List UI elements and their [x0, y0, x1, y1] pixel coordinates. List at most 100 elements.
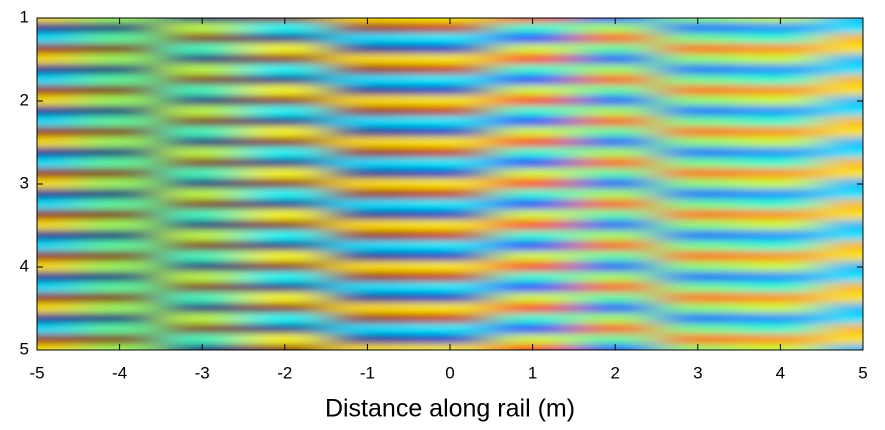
heatmap-cell [821, 219, 863, 232]
heatmap-cell [408, 167, 492, 180]
heatmap-cell [77, 240, 162, 252]
heatmap-cell [325, 167, 410, 180]
heatmap-cell [77, 209, 162, 221]
heatmap-cell [325, 53, 410, 66]
heatmap-cell [490, 74, 575, 86]
heatmap-cell [77, 302, 162, 315]
heatmap-cell [325, 43, 410, 55]
y-tick-label: 5 [20, 339, 29, 358]
heatmap-cell [160, 333, 244, 346]
heatmap-cell [325, 188, 410, 201]
x-tick-label: 3 [693, 363, 702, 382]
heatmap-cell [408, 126, 492, 138]
heatmap-cell [243, 74, 327, 86]
heatmap-cell [77, 271, 162, 284]
heatmap-cell [160, 105, 244, 118]
heatmap-cell [573, 188, 657, 201]
heatmap-cell [243, 53, 327, 66]
heatmap-cell [573, 84, 657, 97]
heatmap-cell [821, 105, 863, 118]
heatmap-cell [243, 240, 327, 252]
heatmap-cell [160, 178, 244, 190]
heatmap-cell [573, 53, 657, 66]
heatmap-cell [490, 22, 575, 35]
heatmap-cell [821, 282, 863, 294]
heatmap-cell [243, 95, 327, 107]
heatmap-cell [738, 105, 823, 118]
heatmap-cell [243, 323, 327, 335]
heatmap-cell [821, 64, 863, 76]
heatmap-cell [573, 116, 657, 128]
heatmap-cell [656, 282, 740, 294]
heatmap-cell [656, 323, 740, 335]
heatmap-cell [490, 116, 575, 128]
heatmap-cell [77, 43, 162, 55]
axes: -5 -4 -3 -2 -1 0 1 2 3 4 5 1 2 3 4 5 [20, 7, 868, 382]
heatmap-cell [408, 22, 492, 35]
heatmap-cell [738, 282, 823, 294]
heatmap-cell [656, 147, 740, 159]
heatmap-cell [490, 95, 575, 107]
heatmap-cell [77, 323, 162, 335]
heatmap-cell [37, 250, 79, 263]
heatmap-cell [243, 43, 327, 55]
heatmap-cell [243, 188, 327, 201]
heatmap-cell [490, 282, 575, 294]
heatmap-cell [738, 292, 823, 304]
heatmap-cell [243, 271, 327, 284]
heatmap-cell [738, 74, 823, 86]
heatmap-cell [738, 43, 823, 55]
heatmap-cell [408, 292, 492, 304]
heatmap-cell [738, 188, 823, 201]
heatmap-cell [656, 53, 740, 66]
heatmap-cell [408, 219, 492, 232]
heatmap-cell [37, 261, 79, 273]
heatmap-cell [821, 323, 863, 335]
heatmap-cell [656, 84, 740, 97]
heatmap-cell [656, 240, 740, 252]
heatmap-cell [243, 302, 327, 315]
heatmap-cell [821, 74, 863, 86]
heatmap-cell [490, 302, 575, 315]
heatmap-cell [325, 147, 410, 159]
heatmap-cell [325, 105, 410, 118]
heatmap-cell [738, 84, 823, 97]
plot-frame [36, 17, 864, 351]
heatmap-cell [160, 64, 244, 76]
heatmap-cell [160, 147, 244, 159]
heatmap-cell [738, 53, 823, 66]
heatmap-cell [490, 33, 575, 45]
heatmap-cell [77, 333, 162, 346]
heatmap-cell [160, 126, 244, 138]
heatmap-cell [821, 250, 863, 263]
heatmap-cell [243, 147, 327, 159]
x-tick-label: 5 [858, 363, 867, 382]
heatmap-cell [738, 250, 823, 263]
heatmap-cell [77, 53, 162, 66]
heatmap-cell [738, 230, 823, 242]
heatmap-cell [77, 199, 162, 211]
heatmap-cell [408, 105, 492, 118]
heatmap-cell [37, 126, 79, 138]
heatmap-cell [160, 116, 244, 128]
heatmap-cell [37, 209, 79, 221]
heatmap-cell [738, 199, 823, 211]
heatmap-cell [408, 64, 492, 76]
heatmap-cell [325, 219, 410, 232]
heatmap-cell [821, 84, 863, 97]
heatmap-cell [738, 209, 823, 221]
heatmap-cell [656, 313, 740, 325]
heatmap-cell [490, 219, 575, 232]
heatmap-cell [573, 147, 657, 159]
heatmap-cell [656, 116, 740, 128]
heatmap-cell [490, 105, 575, 118]
heatmap-cell [160, 250, 244, 263]
heatmap-cell [408, 302, 492, 315]
heatmap-cell [325, 136, 410, 149]
heatmap-cell [37, 230, 79, 242]
heatmap-cell [160, 43, 244, 55]
heatmap-cell [490, 333, 575, 346]
heatmap-cell [656, 105, 740, 118]
heatmap-cell [243, 126, 327, 138]
heatmap-cell [408, 84, 492, 97]
